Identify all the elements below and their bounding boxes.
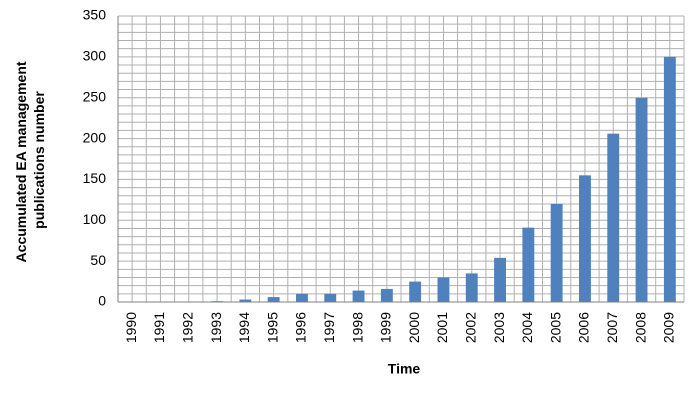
y-tick-label: 350 <box>83 7 107 23</box>
bar <box>607 133 620 302</box>
x-tick-label: 2005 <box>547 312 563 343</box>
bar <box>494 257 506 302</box>
x-tick-label: 2008 <box>632 312 648 343</box>
y-tick-label: 50 <box>90 252 106 268</box>
x-tick-label: 1994 <box>236 312 252 343</box>
bar <box>663 56 676 302</box>
bar <box>409 281 422 302</box>
x-tick-labels: 1990 1991 1992 1993 1994 1995 1996 1997 1998 1999… <box>123 312 677 343</box>
bar <box>352 290 365 302</box>
y-tick-labels: 0 50 100 150 200 250 300 350 <box>83 7 107 309</box>
bar <box>522 227 535 302</box>
x-tick-label: 1992 <box>179 312 195 343</box>
x-tick-label: 1999 <box>378 312 394 343</box>
x-tick-label: 2002 <box>462 312 478 343</box>
y-axis-title-line-2: publications number <box>31 91 47 229</box>
x-tick-label: 1996 <box>293 312 309 343</box>
bar <box>380 288 393 302</box>
x-tick-label: 2007 <box>604 312 620 343</box>
y-tick-label: 300 <box>83 48 107 64</box>
bars <box>211 56 676 302</box>
bar <box>579 175 591 302</box>
bar <box>267 297 280 302</box>
x-tick-label: 2006 <box>576 312 592 343</box>
y-tick-label: 250 <box>83 88 107 104</box>
bar <box>635 97 648 302</box>
bar <box>324 293 337 302</box>
x-tick-label: 1991 <box>151 312 167 343</box>
y-tick-label: 200 <box>83 129 107 145</box>
y-tick-label: 0 <box>98 293 106 309</box>
x-tick-label: 1997 <box>321 312 337 343</box>
x-tick-label: 2009 <box>661 312 677 343</box>
x-tick-label: 1995 <box>264 312 280 343</box>
bar <box>437 277 450 302</box>
bar <box>296 293 308 302</box>
bar <box>465 273 478 302</box>
axes <box>117 16 684 303</box>
y-tick-label: 150 <box>83 170 107 186</box>
y-axis-title-line-1: Accumulated EA management <box>13 61 29 262</box>
x-tick-label: 2000 <box>406 312 422 343</box>
bar <box>239 299 252 302</box>
x-tick-label: 2003 <box>491 312 507 343</box>
x-axis-title: Time <box>388 361 421 377</box>
y-tick-label: 100 <box>83 211 107 227</box>
x-tick-label: 1990 <box>123 312 139 343</box>
y-axis-title: Accumulated EA management publications n… <box>13 58 47 263</box>
x-tick-label: 1998 <box>349 312 365 343</box>
grid-lines <box>117 15 685 303</box>
x-tick-label: 1993 <box>208 312 224 343</box>
x-tick-label: 2001 <box>434 312 450 343</box>
x-tick-label: 2004 <box>519 312 535 343</box>
bar <box>550 203 563 302</box>
